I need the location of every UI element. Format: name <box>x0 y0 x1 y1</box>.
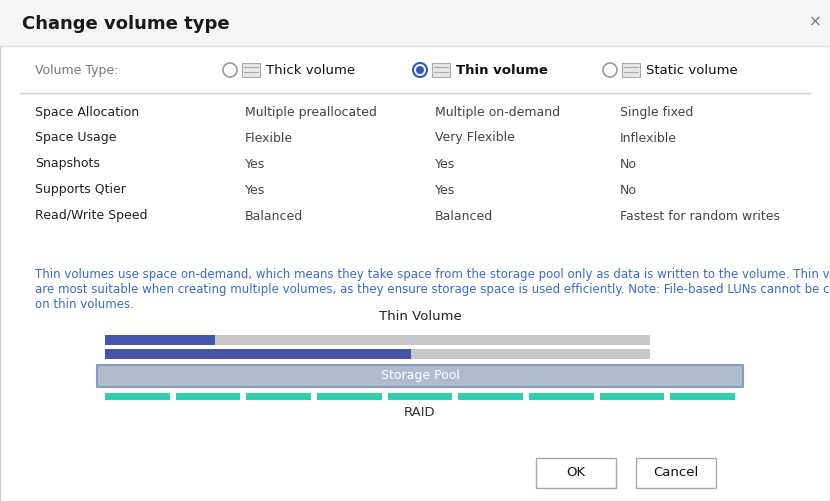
FancyBboxPatch shape <box>671 393 735 400</box>
Text: Space Usage: Space Usage <box>35 131 116 144</box>
FancyBboxPatch shape <box>432 63 450 77</box>
Text: Thin Volume: Thin Volume <box>378 310 461 323</box>
FancyBboxPatch shape <box>599 393 664 400</box>
Text: Thin volume: Thin volume <box>456 64 548 77</box>
FancyBboxPatch shape <box>247 393 311 400</box>
Text: Cancel: Cancel <box>653 466 699 479</box>
Circle shape <box>413 63 427 77</box>
Text: Balanced: Balanced <box>245 209 303 222</box>
Text: Balanced: Balanced <box>435 209 493 222</box>
Text: on thin volumes.: on thin volumes. <box>35 298 134 311</box>
Text: Yes: Yes <box>435 157 455 170</box>
Text: Yes: Yes <box>245 183 266 196</box>
Text: Static volume: Static volume <box>646 64 738 77</box>
Circle shape <box>416 66 424 74</box>
Text: Thin volumes use space on-demand, which means they take space from the storage p: Thin volumes use space on-demand, which … <box>35 268 830 281</box>
Text: Multiple preallocated: Multiple preallocated <box>245 106 377 119</box>
Text: Single fixed: Single fixed <box>620 106 693 119</box>
FancyBboxPatch shape <box>97 365 743 387</box>
Circle shape <box>223 63 237 77</box>
FancyBboxPatch shape <box>536 458 616 488</box>
FancyBboxPatch shape <box>242 63 260 77</box>
FancyBboxPatch shape <box>0 0 830 46</box>
Text: Change volume type: Change volume type <box>22 15 230 33</box>
Text: Multiple on-demand: Multiple on-demand <box>435 106 560 119</box>
Text: Thick volume: Thick volume <box>266 64 355 77</box>
FancyBboxPatch shape <box>622 63 640 77</box>
FancyBboxPatch shape <box>388 393 452 400</box>
Text: No: No <box>620 183 637 196</box>
FancyBboxPatch shape <box>458 393 523 400</box>
Text: are most suitable when creating multiple volumes, as they ensure storage space i: are most suitable when creating multiple… <box>35 283 830 296</box>
FancyBboxPatch shape <box>317 393 382 400</box>
FancyBboxPatch shape <box>105 393 169 400</box>
Text: OK: OK <box>566 466 585 479</box>
Circle shape <box>603 63 617 77</box>
Text: Storage Pool: Storage Pool <box>381 370 460 382</box>
Text: ×: × <box>808 15 822 30</box>
FancyBboxPatch shape <box>529 393 593 400</box>
FancyBboxPatch shape <box>176 393 241 400</box>
Text: Yes: Yes <box>435 183 455 196</box>
Text: Inflexible: Inflexible <box>620 131 677 144</box>
Text: Snapshots: Snapshots <box>35 157 100 170</box>
FancyBboxPatch shape <box>105 335 650 345</box>
Text: Space Allocation: Space Allocation <box>35 106 139 119</box>
Text: Read/Write Speed: Read/Write Speed <box>35 209 148 222</box>
Text: No: No <box>620 157 637 170</box>
Text: Flexible: Flexible <box>245 131 293 144</box>
Text: Very Flexible: Very Flexible <box>435 131 515 144</box>
Text: Yes: Yes <box>245 157 266 170</box>
Text: RAID: RAID <box>404 406 436 419</box>
Text: Fastest for random writes: Fastest for random writes <box>620 209 780 222</box>
FancyBboxPatch shape <box>636 458 716 488</box>
FancyBboxPatch shape <box>105 335 215 345</box>
Text: Supports Qtier: Supports Qtier <box>35 183 126 196</box>
Text: Volume Type:: Volume Type: <box>35 64 119 77</box>
FancyBboxPatch shape <box>105 349 650 359</box>
FancyBboxPatch shape <box>105 349 411 359</box>
